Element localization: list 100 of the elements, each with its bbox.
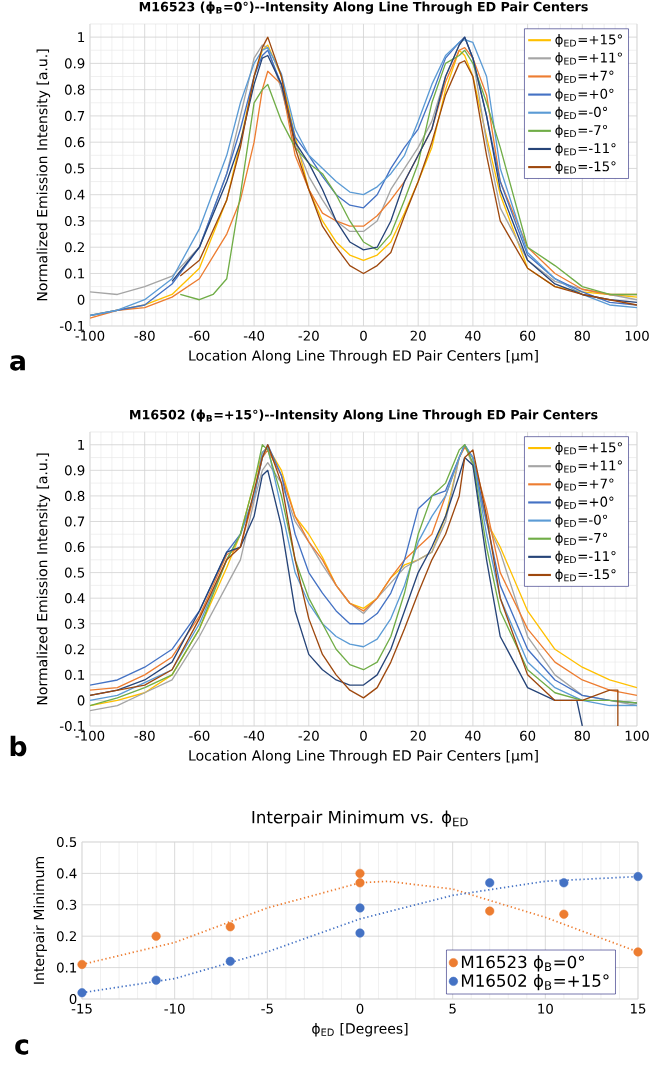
y-tick-label: 0 [77, 294, 85, 305]
x-tick-label: 100 [625, 330, 649, 341]
y-tick-label: 0.2 [56, 931, 76, 942]
x-tick-label: 80 [574, 730, 590, 741]
point [225, 956, 235, 966]
y-tick-label: 0.4 [56, 868, 77, 879]
y-tick-label: 0.2 [64, 644, 84, 655]
x-tick-label: 15 [630, 1003, 646, 1014]
point [151, 931, 161, 941]
y-tick-label: 0.3 [56, 899, 77, 910]
legend-label: ϕ$_{ED}$=+15° [555, 34, 622, 48]
chart-title: M16523 (ϕ$_{B}$=0°)--Intensity Along Line Through ED Pair Centers [139, 1, 588, 14]
legend-label: M16523 ϕ$_{B}$=0° [461, 955, 585, 972]
x-tick-label: -10 [164, 1003, 185, 1014]
x-tick-label: 80 [574, 330, 590, 341]
x-tick-label: 60 [520, 730, 536, 741]
point [559, 878, 569, 888]
y-tick-label: 0.3 [64, 618, 85, 629]
x-tick-label: 40 [465, 730, 481, 741]
y-axis-title: Normalized Emission Intensity [a.u.] [36, 453, 51, 705]
x-tick-label: 20 [410, 330, 426, 341]
text: a [10, 355, 25, 371]
y-tick-label: 0.2 [64, 242, 84, 253]
x-tick-label: -80 [134, 330, 155, 341]
x-axis-title: ϕ$_{ED}$ [Degrees] [312, 1022, 408, 1037]
x-tick-label: -100 [75, 730, 105, 741]
y-tick-label: 0.9 [64, 58, 85, 69]
x-tick-label: 10 [538, 1003, 553, 1014]
legend-label: ϕ$_{ED}$=+0° [555, 88, 614, 102]
x-tick-label: 0 [356, 1003, 364, 1014]
legend-label: ϕ$_{ED}$=+11° [555, 52, 622, 66]
legend-label: ϕ$_{ED}$=+7° [555, 70, 614, 84]
legend-label: ϕ$_{ED}$=-15° [555, 161, 616, 174]
y-tick-label: 0.6 [64, 137, 85, 148]
y-tick-label: 0.5 [64, 163, 85, 174]
y-axis-title: Interpair Minimum [33, 857, 47, 984]
chart-title: Interpair Minimum vs. ϕ$_{ED}$ [252, 810, 468, 827]
x-tick-label: -40 [243, 730, 265, 741]
x-tick-label: 100 [625, 730, 649, 741]
chart-title: M16502 (ϕ$_{B}$=+15°)--Intensity Along Line Through ED Pair Centers [130, 409, 598, 422]
point [151, 975, 161, 985]
y-tick-label: 0.6 [64, 541, 85, 553]
x-tick-label: 20 [410, 730, 426, 741]
x-tick-label: -60 [189, 330, 210, 341]
x-tick-label: -100 [75, 330, 105, 341]
y-tick-label: 0.5 [56, 836, 77, 848]
y-tick-label: 1 [78, 439, 85, 450]
x-tick-label: 0 [360, 730, 367, 741]
x-tick-label: -80 [134, 730, 155, 741]
y-tick-label: 0.4 [64, 593, 85, 604]
y-tick-label: 0.8 [64, 490, 85, 501]
legend-label: ϕ$_{ED}$=-0° [555, 514, 608, 528]
y-tick-label: 0.1 [64, 669, 85, 680]
x-tick-label: -20 [298, 730, 319, 741]
x-tick-label: -20 [298, 330, 319, 341]
point [225, 922, 235, 932]
x-tick-label: 0 [360, 330, 367, 341]
x-tick-label: 5 [449, 1003, 456, 1014]
point [77, 959, 87, 969]
x-tick-label: 60 [520, 330, 536, 341]
y-tick-label: 0.3 [64, 215, 85, 226]
legend-label: M16502 ϕ$_{B}$=+15° [461, 974, 609, 991]
point [355, 878, 365, 888]
y-tick-label: 0.7 [64, 516, 85, 527]
legend-label: ϕ$_{ED}$=-11° [555, 550, 616, 564]
legend-label: ϕ$_{ED}$=-0° [555, 106, 608, 120]
y-tick-label: 0 [69, 993, 77, 1005]
y-tick-label: 0.1 [56, 962, 77, 973]
x-tick-label: -40 [243, 330, 265, 341]
x-tick-label: -5 [261, 1003, 273, 1014]
point [559, 909, 569, 919]
x-axis-title: Location Along Line Through ED Pair Centers [µm] [189, 749, 538, 764]
point [485, 906, 495, 916]
legend-label: ϕ$_{ED}$=-11° [555, 142, 616, 156]
text: c [15, 1039, 29, 1055]
legend-label: ϕ$_{ED}$=+15° [555, 441, 622, 455]
legend-label: ϕ$_{ED}$=-7° [555, 124, 608, 138]
x-tick-label: 40 [465, 330, 481, 341]
legend-label: ϕ$_{ED}$=+7° [555, 478, 614, 492]
legend-label: ϕ$_{ED}$=+0° [555, 496, 614, 510]
x-tick-label: -60 [189, 730, 210, 741]
y-tick-label: 0.5 [64, 567, 85, 578]
x-tick-label: -15 [71, 1003, 92, 1014]
point [355, 928, 365, 938]
legend-label: ϕ$_{ED}$=+11° [555, 460, 622, 474]
y-tick-label: -0.1 [59, 320, 85, 332]
point [485, 878, 495, 888]
x-axis-title: Location Along Line Through ED Pair Centers [µm] [189, 349, 538, 364]
legend-label: ϕ$_{ED}$=-7° [555, 532, 608, 546]
y-tick-label: 0.1 [64, 268, 85, 279]
legend-label: ϕ$_{ED}$=-15° [555, 568, 616, 582]
point [77, 988, 87, 998]
y-tick-label: 1 [78, 32, 85, 42]
point [355, 868, 365, 878]
text: b [10, 735, 27, 757]
y-tick-label: 0.7 [64, 110, 85, 121]
y-tick-label: 0.8 [64, 84, 85, 95]
y-tick-label: 0 [77, 695, 85, 706]
point [355, 903, 365, 913]
y-tick-label: 0.9 [64, 465, 85, 476]
